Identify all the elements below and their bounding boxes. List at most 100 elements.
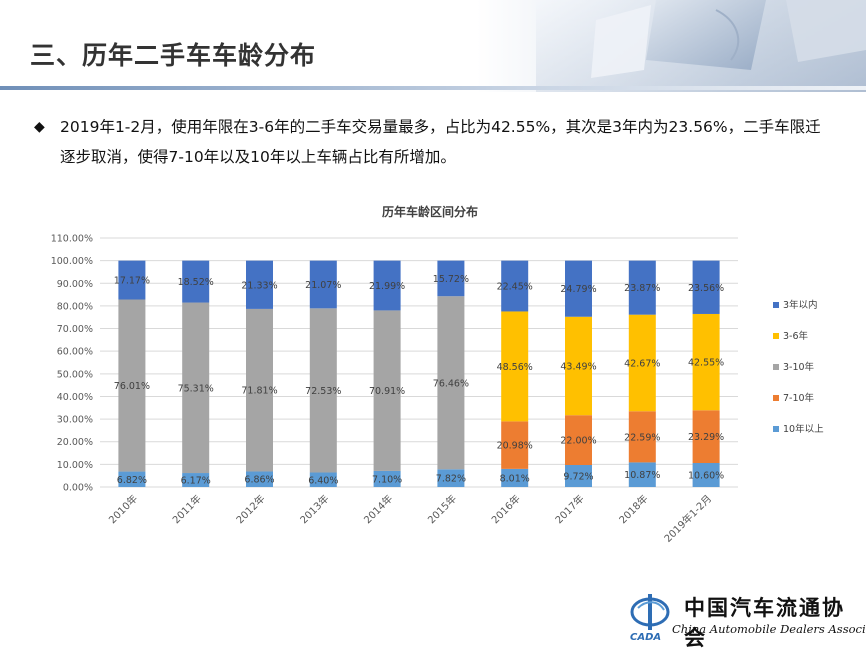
bar-segment	[182, 260, 210, 303]
bar-segment	[501, 311, 529, 422]
bar-segment	[565, 316, 592, 416]
x-tick-label: 2015年	[425, 492, 459, 526]
data-label: 70.91%	[369, 386, 405, 397]
data-label: 7.82%	[436, 474, 466, 485]
bar-segment	[692, 463, 720, 487]
bar-segment	[118, 471, 146, 487]
x-tick-label: 2019年1-2月	[661, 492, 714, 545]
bar-segment	[501, 260, 529, 312]
association-name-cn: 中国汽车流通协会	[684, 595, 845, 650]
legend-swatch	[773, 333, 779, 339]
bar-segment	[182, 473, 210, 487]
bar-segment	[628, 411, 656, 463]
data-label: 6.17%	[181, 476, 211, 487]
bar-segment	[501, 468, 529, 487]
data-label: 7.10%	[372, 474, 402, 485]
data-label: 22.00%	[560, 436, 596, 447]
legend-label: 3-10年	[783, 361, 815, 373]
data-label: 24.79%	[560, 284, 596, 295]
data-label: 6.40%	[308, 475, 338, 486]
x-tick-label: 2011年	[170, 492, 204, 526]
cada-mark-text: CADA	[630, 632, 661, 642]
cada-emblem-icon: CADA	[630, 594, 670, 642]
legend-label: 3年以内	[783, 299, 818, 311]
x-tick-label: 2013年	[297, 492, 331, 526]
x-tick-label: 2010年	[106, 492, 140, 526]
x-tick-label: 2012年	[233, 492, 267, 526]
data-label: 22.59%	[624, 432, 660, 443]
summary-text: 2019年1-2月，使用年限在3-6年的二手车交易量最多，占比为42.55%，其…	[60, 118, 821, 166]
bar-segment	[309, 260, 337, 309]
x-tick-label: 2016年	[489, 492, 523, 526]
header-banner	[0, 0, 866, 92]
y-tick-label: 80.00%	[57, 301, 93, 312]
data-label: 15.72%	[433, 274, 469, 285]
chart-title: 历年车龄区间分布	[382, 204, 478, 219]
data-label: 48.56%	[497, 362, 533, 373]
bar-segment	[246, 308, 273, 472]
bar-segment	[692, 260, 720, 314]
legend-swatch	[773, 302, 779, 308]
data-label: 18.52%	[178, 277, 214, 288]
bar-segment	[565, 260, 592, 317]
bar-segment	[373, 470, 401, 487]
bar-segment	[246, 471, 273, 487]
association-name-en: China Automobile Dealers Association	[672, 622, 866, 636]
bar-segment	[182, 302, 210, 474]
data-label: 21.99%	[369, 281, 405, 292]
y-tick-label: 110.00%	[51, 234, 93, 245]
bar-segment	[118, 260, 146, 300]
bar-segment	[565, 415, 592, 465]
bar-segment	[692, 410, 720, 464]
data-label: 8.01%	[500, 473, 530, 484]
bar-segment	[628, 314, 656, 412]
y-tick-label: 0.00%	[63, 483, 93, 494]
bar-segment	[246, 260, 273, 309]
data-label: 76.46%	[433, 378, 469, 389]
x-tick-label: 2014年	[361, 492, 395, 526]
y-tick-label: 30.00%	[57, 415, 93, 426]
data-label: 10.60%	[688, 471, 724, 482]
legend-label: 7-10年	[783, 392, 815, 404]
data-label: 20.98%	[497, 441, 533, 452]
x-tick-label: 2017年	[552, 492, 586, 526]
x-tick-label: 2018年	[616, 492, 650, 526]
data-label: 9.72%	[563, 471, 593, 482]
data-label: 72.53%	[305, 386, 341, 397]
header-divider	[0, 86, 866, 90]
legend-label: 3-6年	[783, 330, 809, 342]
page-title: 三、历年二手车车龄分布	[30, 41, 317, 70]
data-label: 17.17%	[114, 276, 150, 287]
data-label: 42.67%	[624, 358, 660, 369]
stacked-bar-chart: 历年车龄区间分布 0.00% 10.00% 20.00% 30.00% 40.00% 50.…	[51, 204, 824, 545]
y-tick-label: 60.00%	[57, 347, 93, 358]
y-tick-label: 100.00%	[51, 256, 93, 267]
legend-swatch	[773, 364, 779, 370]
bar-segment	[118, 299, 146, 472]
data-label: 76.01%	[114, 381, 150, 392]
bar-segment	[373, 310, 401, 471]
y-tick-label: 90.00%	[57, 279, 93, 290]
legend-label: 10年以上	[783, 423, 824, 435]
bar-segment	[437, 260, 465, 297]
data-label: 22.45%	[497, 282, 533, 293]
y-tick-label: 70.00%	[57, 324, 93, 335]
header-decoration-image	[536, 0, 866, 92]
bar-segment	[309, 308, 337, 473]
bar-segment	[692, 313, 720, 411]
data-label: 71.81%	[241, 386, 277, 397]
bar-segment	[628, 462, 656, 487]
data-label: 42.55%	[688, 358, 724, 369]
bar-segment	[437, 469, 465, 487]
bar-segment	[309, 472, 337, 487]
data-label: 75.31%	[178, 383, 214, 394]
y-tick-label: 20.00%	[57, 437, 93, 448]
legend-swatch	[773, 395, 779, 401]
legend-swatch	[773, 426, 779, 432]
data-label: 23.29%	[688, 432, 724, 443]
diamond-bullet-icon: ◆	[34, 119, 45, 135]
data-label: 21.33%	[241, 280, 277, 291]
y-tick-label: 40.00%	[57, 392, 93, 403]
data-label: 6.86%	[244, 475, 274, 486]
data-label: 23.56%	[688, 283, 724, 294]
